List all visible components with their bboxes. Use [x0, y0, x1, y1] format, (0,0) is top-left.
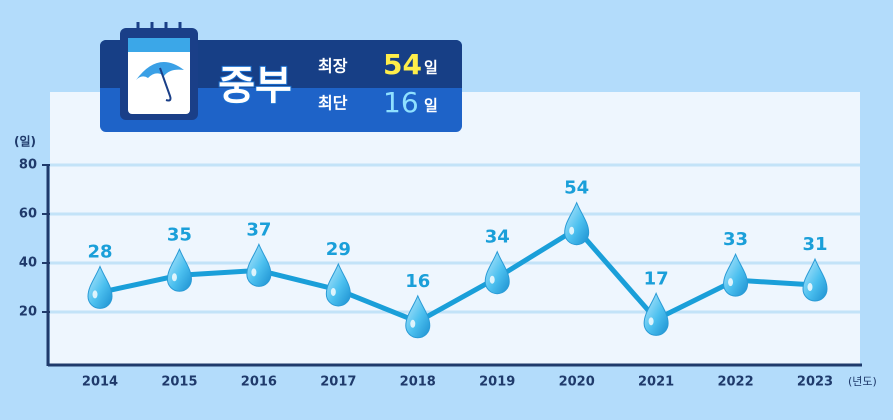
raindrop-shine [489, 275, 495, 284]
raindrop-shine [728, 278, 734, 287]
shortest-value: 16 [383, 86, 419, 119]
header: 중부 최장 54 일 최단 16 일 [100, 22, 462, 132]
plot-area [50, 92, 860, 365]
x-axis-label: (년도) [848, 375, 877, 388]
value-label: 29 [326, 239, 351, 260]
raindrop-shine [171, 273, 177, 282]
x-tick-label: 2021 [638, 375, 674, 390]
umbrella [136, 62, 184, 80]
raindrop-shine [330, 287, 336, 296]
shortest-unit: 일 [424, 97, 438, 115]
x-tick-label: 2020 [559, 375, 595, 390]
umbrella-handle [159, 67, 172, 102]
y-tick-label: 60 [19, 207, 37, 222]
value-label: 37 [246, 219, 271, 240]
raindrop-shine [92, 290, 98, 299]
value-label: 17 [644, 268, 669, 289]
y-tick-label: 80 [19, 158, 37, 173]
value-label: 35 [167, 224, 192, 245]
x-tick-label: 2018 [400, 375, 436, 390]
raindrop-shine [569, 226, 575, 235]
x-tick-label: 2017 [320, 375, 356, 390]
raindrop-shine [807, 283, 813, 292]
raindrop-shine [410, 319, 416, 328]
raindrop-shine [251, 268, 257, 277]
value-label: 28 [87, 241, 112, 262]
raindrop-shine [648, 317, 654, 326]
value-label: 54 [564, 178, 589, 199]
region-name: 중부 [218, 63, 292, 109]
longest-unit: 일 [424, 59, 438, 77]
x-tick-label: 2016 [241, 375, 277, 390]
value-label: 16 [405, 271, 430, 292]
calendar-rings [136, 22, 182, 36]
y-axis-label: (일) [14, 135, 36, 149]
longest-label: 최장 [318, 57, 348, 76]
y-tick-label: 20 [19, 305, 37, 320]
calendar-page [128, 38, 190, 114]
value-label: 34 [485, 227, 510, 248]
x-tick-label: 2023 [797, 375, 833, 390]
x-tick-label: 2015 [161, 375, 197, 390]
x-tick-label: 2022 [717, 375, 753, 390]
x-tick-label: 2019 [479, 375, 515, 390]
shortest-label: 최단 [318, 94, 348, 113]
calendar-band [128, 38, 190, 52]
value-label: 31 [802, 234, 827, 255]
longest-value: 54 [383, 48, 422, 81]
data-line [99, 226, 816, 325]
header-top-fill [100, 80, 462, 88]
y-tick-label: 40 [19, 256, 37, 271]
value-label: 33 [723, 229, 748, 250]
x-tick-label: 2014 [82, 375, 118, 390]
